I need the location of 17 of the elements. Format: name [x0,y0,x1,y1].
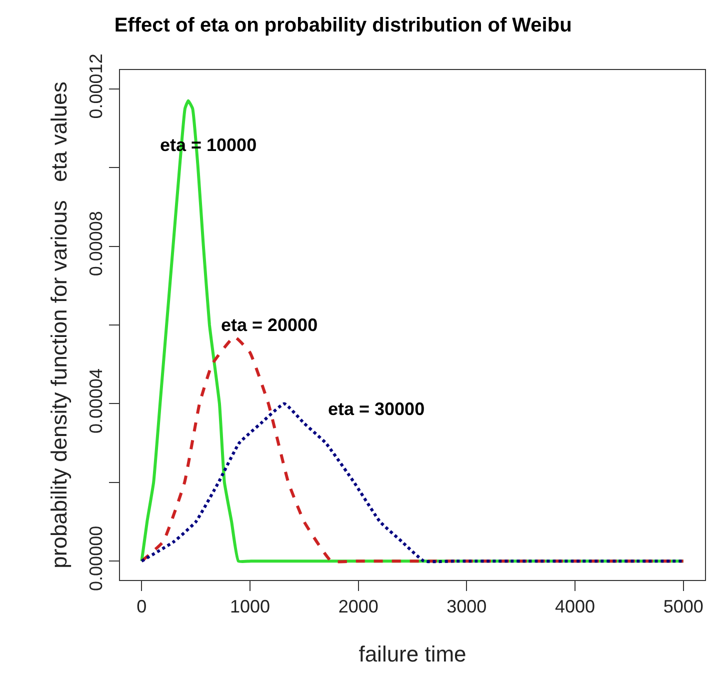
line-series [140,402,685,564]
annotation: eta = 20000 [221,315,318,335]
y-tick-label: 0.00000 [86,526,106,591]
x-tick-label: 4000 [554,596,596,617]
x-axis-title: failure time [358,642,466,666]
y-axis-title: probability density function for various eta values [46,82,72,568]
y-tick-label: 0.00008 [86,211,106,276]
x-tick-label: 2000 [338,596,378,617]
x-tick-label: 0 [136,596,147,617]
annotation: eta = 30000 [328,399,425,419]
y-tick-label: 0.00004 [86,368,106,434]
x-tick-label: 5000 [663,596,704,617]
chart-title: Effect of eta on probability distribution of Weibu [114,14,572,36]
line-series [140,335,685,564]
y-tick-label: 0.00012 [86,54,106,119]
x-tick-label: 3000 [446,596,487,617]
x-tick-label: 1000 [230,596,270,617]
